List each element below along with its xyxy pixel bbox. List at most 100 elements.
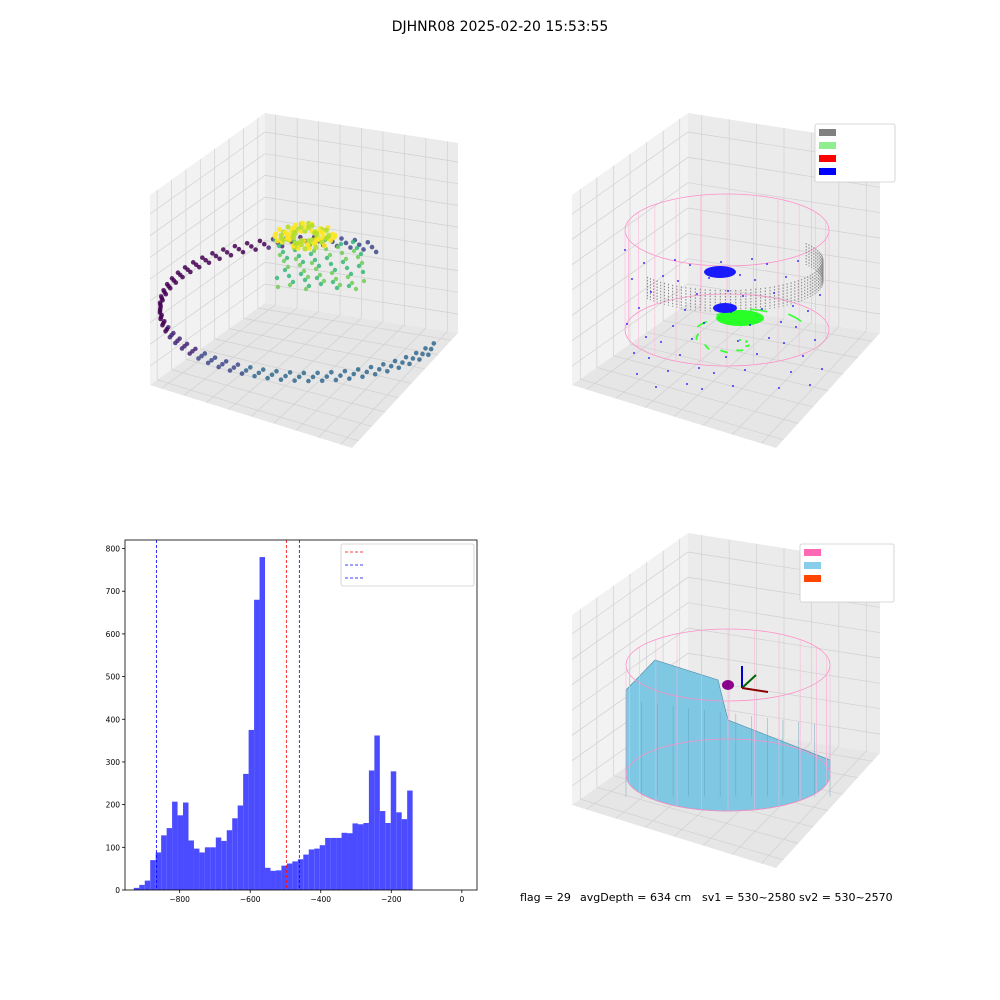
noise-point (778, 387, 780, 389)
scatter-point (372, 371, 378, 377)
scatter-point (220, 361, 225, 367)
left-pane (150, 113, 265, 385)
noise-point (751, 258, 753, 260)
legend-swatch (819, 168, 836, 175)
x-tick-label: 0 (459, 895, 464, 904)
footer-flag: flag = 29 (520, 891, 571, 904)
noise-point (802, 355, 804, 357)
noise-point (790, 371, 792, 373)
scatter-point (277, 252, 283, 258)
figure-title: DJHNR08 2025-02-20 15:53:55 (392, 19, 609, 35)
footer-sv1: sv1 = 530~2580 (702, 891, 796, 904)
x-tick-label: −800 (169, 895, 190, 904)
scatter-point (388, 363, 394, 369)
scatter-point (157, 310, 163, 316)
scatter-point (319, 230, 326, 236)
scatter-point (308, 251, 314, 257)
scatter-point (283, 373, 288, 379)
z-gridline (149, 131, 459, 215)
scatter-point (417, 357, 422, 362)
histogram-bar (401, 819, 408, 890)
noise-point (703, 322, 705, 324)
noise-point (821, 368, 823, 370)
scatter-point (369, 244, 375, 250)
z-gridline (571, 283, 881, 367)
z-gridline (571, 602, 881, 685)
scatter-point (343, 240, 349, 246)
rice-surface-point (707, 348, 710, 350)
legend-swatch (804, 562, 821, 569)
y-gridline (580, 378, 784, 441)
plot-frame (124, 539, 478, 891)
scatter-point (256, 370, 262, 376)
noise-point (797, 260, 799, 262)
noise-point (624, 249, 626, 251)
scatter-point (236, 246, 242, 252)
scatter-point (309, 223, 315, 229)
y-tick-label: 300 (106, 758, 121, 767)
noise-point (773, 292, 775, 294)
noise-point (761, 308, 763, 310)
scatter-point (349, 280, 355, 286)
scatter-point (160, 322, 165, 328)
histogram-bar (150, 860, 156, 890)
scatter-point (202, 351, 208, 356)
scatter-point (312, 257, 318, 263)
noise-point (754, 279, 756, 281)
scatter-point (306, 283, 312, 289)
y-gridline (243, 318, 439, 355)
noise-point (662, 275, 664, 277)
legend-box (799, 543, 895, 603)
scatter-point (180, 274, 185, 280)
noise-point (650, 291, 652, 293)
scatter-point (173, 280, 179, 285)
panel-classify-3d (571, 113, 896, 448)
noise-point (638, 307, 640, 309)
rice-surface-point (739, 339, 741, 341)
scatter-point (315, 370, 320, 376)
scatter-point (244, 240, 250, 246)
histogram-bar (210, 847, 216, 890)
scatter-point (302, 277, 308, 283)
histogram-bar (341, 832, 348, 890)
scatter-point (269, 372, 275, 378)
scatter-point (296, 253, 302, 259)
scatter-point (335, 244, 341, 250)
rice-surface-point (749, 308, 752, 311)
z-gridline (571, 232, 881, 316)
scatter-point (351, 371, 357, 377)
scatter-point (309, 260, 315, 266)
axis-arrow (741, 687, 769, 693)
rice-surface-cluster (716, 310, 764, 326)
scatter-point (329, 370, 334, 375)
z-gridline (571, 652, 881, 736)
x-gridline (183, 307, 298, 396)
scatter-point (216, 364, 221, 370)
scatter-point (348, 271, 354, 277)
x-tick-label: −200 (381, 895, 402, 904)
noise-point (684, 309, 686, 311)
rice-surface-point (746, 340, 748, 342)
noise-point (727, 290, 729, 292)
scatter-point (344, 265, 350, 271)
scatter-point (313, 244, 319, 251)
scatter-point (385, 368, 390, 374)
scatter-point (338, 241, 344, 247)
scatter-point (196, 264, 202, 270)
scatter-point (407, 361, 412, 367)
scatter-point (327, 252, 333, 258)
scatter-point (266, 245, 271, 250)
scatter-point (420, 351, 425, 357)
scatter-point (332, 232, 338, 238)
scatter-point (253, 247, 258, 252)
scatter-point (332, 267, 338, 273)
noise-point (737, 340, 739, 342)
scatter-point (274, 368, 279, 374)
noise-point (766, 263, 768, 265)
scatter-point (167, 334, 173, 340)
z-gridline (149, 218, 459, 302)
histogram-bar (183, 802, 189, 890)
y-tick-label: 100 (106, 843, 121, 852)
scatter-point (276, 243, 282, 249)
scatter-point (163, 328, 168, 334)
